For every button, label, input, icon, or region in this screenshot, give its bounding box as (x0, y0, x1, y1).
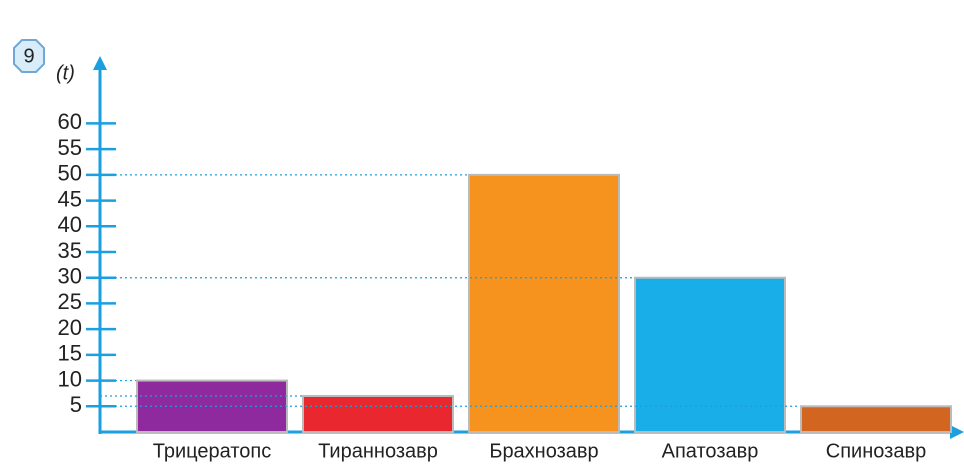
y-tick-label: 55 (58, 135, 82, 160)
bar (634, 276, 786, 434)
bar (800, 405, 952, 433)
y-tick-label: 15 (58, 341, 82, 366)
y-tick-label: 30 (58, 264, 82, 289)
x-tick-label: Брахнозавр (489, 440, 598, 462)
y-tick-label: 20 (58, 315, 82, 340)
y-tick-label: 50 (58, 161, 82, 186)
y-axis-arrow (93, 56, 107, 70)
bar (302, 395, 454, 433)
y-tick-label: 35 (58, 238, 82, 263)
x-tick-label: Апатозавр (662, 440, 759, 462)
x-tick-label: Тираннозавр (318, 440, 438, 462)
badge: 9 (23, 45, 34, 67)
x-axis-arrow (950, 425, 964, 439)
x-tick-label: Спинозавр (826, 440, 926, 462)
y-tick-label: 5 (70, 392, 82, 417)
x-tick-label: Трицератопс (153, 440, 271, 462)
bar (468, 173, 620, 433)
badge-shape (13, 39, 45, 73)
y-tick-label: 40 (58, 212, 82, 237)
y-tick-label: 45 (58, 186, 82, 211)
y-tick-label: 10 (58, 366, 82, 391)
y-tick-label: 60 (58, 109, 82, 134)
y-tick-label: 25 (58, 289, 82, 314)
y-axis-label: (t) (56, 62, 75, 84)
